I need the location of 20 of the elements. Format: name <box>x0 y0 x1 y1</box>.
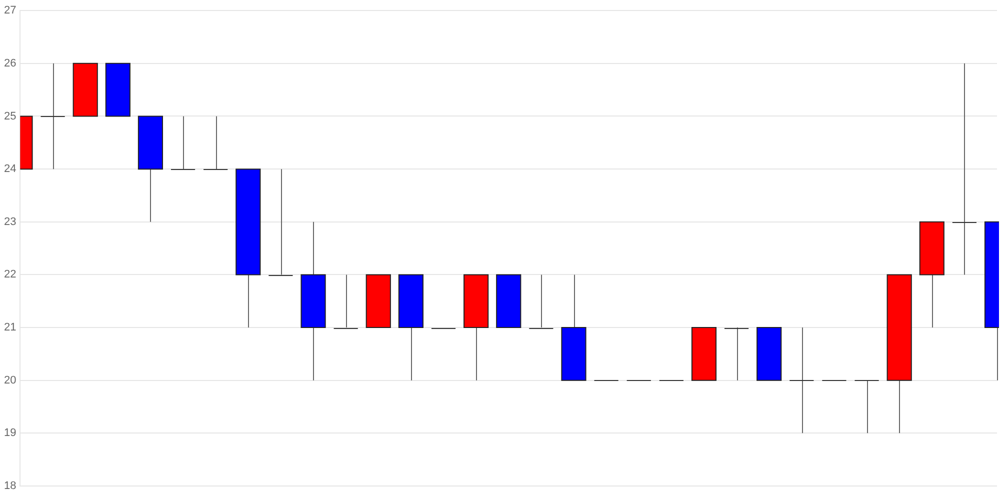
y-tick-label: 21 <box>4 322 16 334</box>
y-tick-label: 27 <box>4 4 16 17</box>
candlestick <box>170 116 196 170</box>
candlestick <box>333 274 358 329</box>
y-tick-label: 19 <box>4 427 16 440</box>
y-tick-label: 25 <box>4 110 16 122</box>
candlestick <box>724 327 750 381</box>
candlestick <box>854 380 880 434</box>
y-tick-label: 20 <box>4 374 16 386</box>
y-tick-label: 18 <box>4 480 16 492</box>
candlestick <box>40 62 66 170</box>
candlestick <box>789 327 814 434</box>
y-tick-label: 26 <box>4 57 16 70</box>
y-tick-label: 24 <box>4 163 16 176</box>
y-tick-label: 23 <box>4 216 16 228</box>
y-tick-label: 22 <box>4 268 16 281</box>
candlestick <box>203 116 228 170</box>
candlestick <box>528 274 554 329</box>
candlestick <box>268 168 294 276</box>
candlestick <box>952 62 977 276</box>
